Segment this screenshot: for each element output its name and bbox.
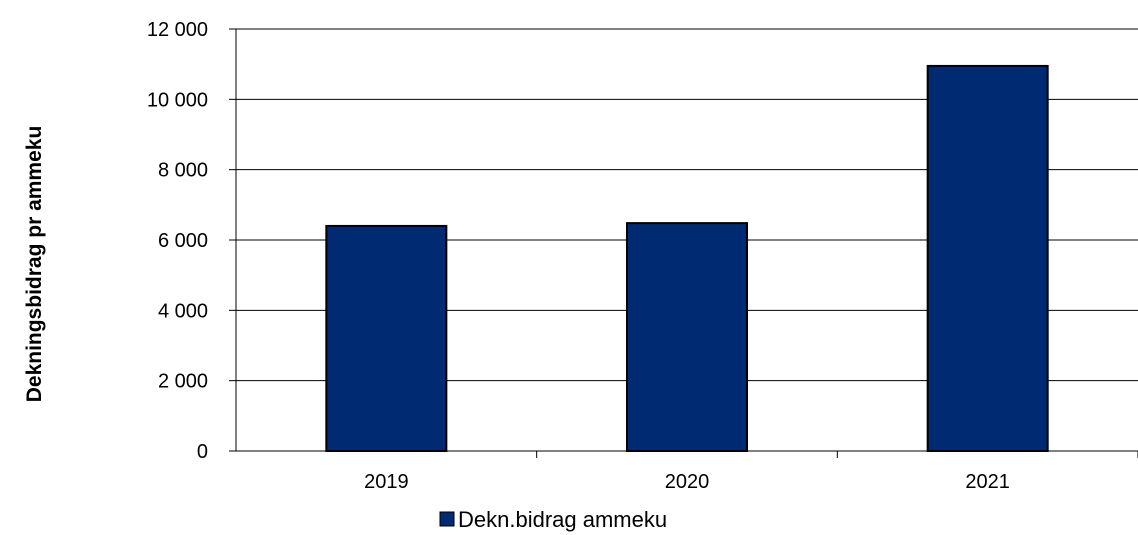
x-tick-label: 2019	[364, 471, 409, 493]
y-tick-label: 10 000	[147, 89, 208, 111]
y-tick-label: 12 000	[147, 19, 208, 41]
bar-2021	[926, 64, 1049, 453]
legend-swatch	[439, 511, 455, 527]
y-tick-label: 2 000	[158, 371, 208, 393]
legend: Dekn.bidrag ammeku	[439, 507, 667, 532]
x-tick-label: 2021	[965, 471, 1010, 493]
bar-2019	[325, 224, 448, 452]
y-tick-label: 6 000	[158, 230, 208, 252]
bar-2020	[626, 222, 748, 452]
y-tick-label: 0	[197, 441, 208, 463]
y-tick-labels: 0 2 000 4 000 6 000 8 000 10 000 12 000	[147, 19, 208, 463]
y-axis-label: Dekningsbidrag pr ammeku	[23, 126, 46, 403]
legend-label: Dekn.bidrag ammeku	[458, 507, 667, 532]
x-tick-label: 2020	[665, 471, 710, 493]
y-tick-label: 8 000	[158, 160, 208, 182]
y-tick-label: 4 000	[158, 300, 208, 322]
axes	[229, 28, 1138, 458]
x-tick-labels: 2019 2020 2021	[364, 471, 1010, 493]
bars	[325, 64, 1049, 453]
